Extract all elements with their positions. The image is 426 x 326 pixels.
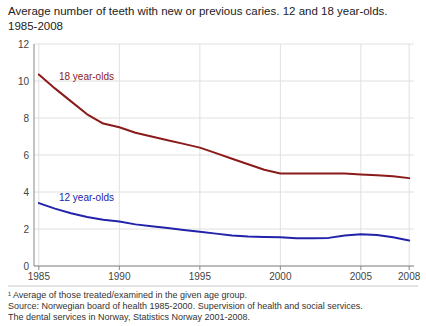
x-tick-label: 1995: [189, 271, 212, 282]
x-tick-label: 2005: [350, 271, 373, 282]
separator: [8, 286, 418, 287]
x-tick: [119, 266, 120, 270]
y-axis-line: [34, 44, 35, 266]
x-tick: [360, 266, 361, 270]
title-line: 1985-2008: [8, 20, 63, 32]
grid-line-y: [34, 44, 414, 45]
grid-line-x: [38, 44, 39, 266]
y-tick-label: 6: [23, 150, 29, 161]
y-tick-label: 12: [18, 39, 30, 50]
grid-line-y: [34, 229, 414, 230]
x-tick-label: 1990: [108, 271, 131, 282]
x-tick-label: 2008: [398, 271, 421, 282]
title: Average number of teeth with new or prev…: [8, 5, 388, 32]
x-tick-label: 1985: [28, 271, 51, 282]
grid-line-x: [409, 44, 410, 266]
title-line: Average number of teeth with new or prev…: [8, 5, 388, 17]
footnote: ¹ Average of those treated/examined in t…: [8, 290, 247, 300]
grid-line-x: [119, 44, 120, 266]
grid: [34, 44, 414, 266]
grid-line-x: [360, 44, 361, 266]
y-tick-label: 0: [23, 261, 29, 272]
x-tick: [409, 266, 410, 270]
footnote: Source: Norwegian board of health 1985-2…: [8, 301, 363, 311]
x-tick: [38, 266, 39, 270]
series-line: [39, 75, 409, 179]
chart: Average number of teeth with new or prev…: [0, 0, 426, 326]
x-tick-label: 2000: [269, 271, 292, 282]
footnote: The dental services in Norway, Statistic…: [8, 312, 250, 322]
grid-line-x: [280, 44, 281, 266]
series-lines: [39, 75, 409, 241]
axes: 0 2 4 6 8 10 12 1985 1990 1995 2000 2005 2008: [18, 39, 421, 283]
background: [0, 0, 426, 326]
series-labels: 18 year-olds 12 year-olds: [59, 71, 114, 202]
x-axis-line: [34, 266, 414, 267]
x-tick: [199, 266, 200, 270]
series-label: 12 year-olds: [59, 192, 114, 203]
y-tick-label: 4: [23, 187, 29, 198]
series-label: 18 year-olds: [59, 71, 114, 82]
y-tick-label: 2: [23, 224, 29, 235]
series-line: [39, 203, 409, 240]
y-tick-label: 10: [18, 76, 30, 87]
grid-line-y: [34, 266, 414, 267]
y-tick-label: 8: [23, 113, 29, 124]
x-tick: [280, 266, 281, 270]
